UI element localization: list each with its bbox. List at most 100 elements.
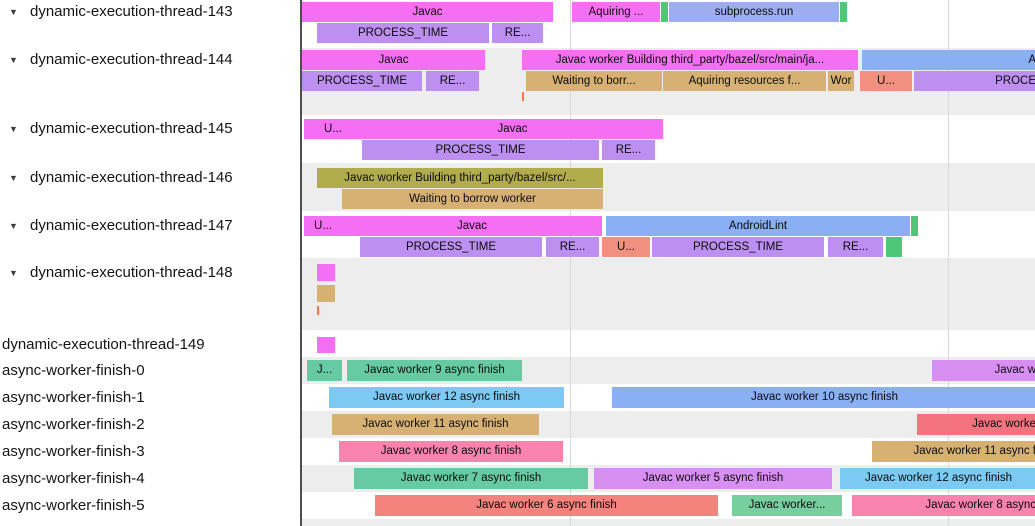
trace-slice[interactable]: Javac bbox=[302, 2, 553, 22]
collapse-arrow-icon[interactable]: ▼ bbox=[9, 173, 18, 183]
gridline bbox=[948, 0, 949, 526]
collapse-arrow-icon[interactable]: ▼ bbox=[9, 221, 18, 231]
trace-slice[interactable]: Javac worker 11 async finish bbox=[332, 414, 539, 435]
trace-slice-marker[interactable] bbox=[840, 2, 847, 22]
trace-slice[interactable]: Javac bbox=[342, 216, 602, 236]
trace-slice[interactable]: Javac worke bbox=[917, 414, 1035, 435]
track-name-label: dynamic-execution-thread-146 bbox=[30, 169, 233, 186]
trace-slice[interactable]: A bbox=[862, 50, 1035, 70]
trace-slice[interactable]: Waiting to borrow worker bbox=[342, 189, 603, 209]
trace-slice[interactable]: subprocess.run bbox=[669, 2, 839, 22]
trace-slice[interactable]: Javac worker Building third_party/bazel/… bbox=[317, 168, 603, 188]
trace-slice[interactable]: Aquiring resources f... bbox=[663, 71, 826, 91]
track-name-label: dynamic-execution-thread-145 bbox=[30, 120, 233, 137]
track-lane: Javac Aquiring ... subprocess.run PROCESS_T… bbox=[302, 0, 1035, 48]
trace-slice[interactable]: Javac w bbox=[932, 360, 1035, 381]
trace-slice[interactable]: PROCESS_TIME bbox=[360, 237, 542, 257]
sidebar-track-row[interactable]: async-worker-finish-5 bbox=[0, 492, 300, 519]
trace-slice[interactable]: RE... bbox=[492, 23, 543, 43]
trace-slice[interactable]: RE... bbox=[828, 237, 883, 257]
track-name-label: async-worker-finish-2 bbox=[2, 415, 145, 433]
trace-slice[interactable]: Javac worker 5 async finish bbox=[594, 468, 832, 489]
track-lane: Javac worker 12 async finish Javac worker… bbox=[302, 384, 1035, 411]
track-name-label: async-worker-finish-1 bbox=[2, 388, 145, 406]
track-label-sidebar: ▼ dynamic-execution-thread-143 ▼ dynamic-ex… bbox=[0, 0, 300, 526]
collapse-arrow-icon[interactable]: ▼ bbox=[9, 7, 18, 17]
track-lane: Javac Javac worker Building third_party/b… bbox=[302, 48, 1035, 115]
track-lane: U... Javac AndroidLint PROCESS_TIME RE... U..… bbox=[302, 211, 1035, 258]
track-lane: Javac worker 11 async finish Javac worke bbox=[302, 411, 1035, 438]
trace-slice[interactable]: Aquiring ... bbox=[572, 2, 660, 22]
trace-slice-marker[interactable] bbox=[661, 2, 668, 22]
sidebar-track-row[interactable]: dynamic-execution-thread-149 bbox=[0, 330, 300, 357]
track-lane: Javac worker 6 async finish Javac worker.… bbox=[302, 492, 1035, 519]
track-name-label: async-worker-finish-3 bbox=[2, 442, 145, 460]
trace-slice[interactable]: RE... bbox=[546, 237, 599, 257]
sidebar-track-row[interactable]: async-worker-finish-0 bbox=[0, 357, 300, 384]
track-lane bbox=[302, 330, 1035, 357]
sidebar-track-row[interactable]: ▼ dynamic-execution-thread-143 bbox=[0, 0, 300, 48]
trace-slice[interactable]: PROCESS_TIME bbox=[362, 140, 599, 160]
trace-slice[interactable]: U... bbox=[602, 237, 650, 257]
trace-slice[interactable]: PROCESS_TIME bbox=[302, 71, 422, 91]
sidebar-track-row[interactable]: async-worker-finish-1 bbox=[0, 384, 300, 411]
trace-slice[interactable]: Javac worker 6 async finish bbox=[375, 495, 718, 516]
sidebar-track-row bbox=[0, 519, 300, 526]
trace-slice[interactable]: Javac worker... bbox=[732, 495, 842, 516]
sidebar-track-row[interactable]: ▼ dynamic-execution-thread-147 bbox=[0, 211, 300, 258]
track-name-label: dynamic-execution-thread-143 bbox=[30, 3, 233, 20]
trace-slice[interactable]: Javac worker 11 async f bbox=[872, 441, 1035, 462]
trace-slice[interactable]: J... bbox=[307, 360, 342, 381]
track-lane bbox=[302, 519, 1035, 526]
trace-slice[interactable]: Javac worker 12 async finish bbox=[329, 387, 564, 408]
track-name-label: async-worker-finish-4 bbox=[2, 469, 145, 487]
track-lane: Javac worker 8 async finish Javac worker … bbox=[302, 438, 1035, 465]
trace-slice[interactable]: AndroidLint bbox=[606, 216, 910, 236]
trace-slice[interactable]: RE... bbox=[602, 140, 655, 160]
collapse-arrow-icon[interactable]: ▼ bbox=[9, 124, 18, 134]
track-name-label: dynamic-execution-thread-148 bbox=[30, 263, 233, 281]
trace-slice[interactable]: Javac worker 10 async finish bbox=[612, 387, 1035, 408]
trace-slice[interactable]: PROCE bbox=[914, 71, 1035, 91]
timeline-area[interactable]: Javac Aquiring ... subprocess.run PROCESS_T… bbox=[300, 0, 1035, 526]
trace-slice-marker[interactable] bbox=[317, 285, 335, 302]
sidebar-track-row[interactable]: ▼ dynamic-execution-thread-144 bbox=[0, 48, 300, 115]
sidebar-track-row[interactable]: async-worker-finish-2 bbox=[0, 411, 300, 438]
trace-slice[interactable]: Javac worker 8 async finish bbox=[339, 441, 563, 462]
trace-slice-marker[interactable] bbox=[317, 337, 335, 353]
trace-slice[interactable]: U... bbox=[304, 216, 342, 236]
trace-slice[interactable]: Javac worker 9 async finish bbox=[347, 360, 522, 381]
collapse-arrow-icon[interactable]: ▼ bbox=[9, 267, 18, 278]
track-lane: J... Javac worker 9 async finish Javac w bbox=[302, 357, 1035, 384]
track-lane: Javac worker Building third_party/bazel/… bbox=[302, 163, 1035, 211]
track-lane: Javac worker 7 async finish Javac worker … bbox=[302, 465, 1035, 492]
event-tick-marker bbox=[317, 306, 319, 315]
trace-slice[interactable]: Javac worker 12 async finish bbox=[840, 468, 1035, 489]
trace-slice[interactable]: PROCESS_TIME bbox=[652, 237, 824, 257]
trace-slice[interactable]: Javac worker Building third_party/bazel/… bbox=[522, 50, 858, 70]
trace-slice[interactable]: Javac worker 7 async finish bbox=[354, 468, 588, 489]
trace-slice[interactable]: Wor bbox=[828, 71, 854, 91]
sidebar-track-row[interactable]: ▼ dynamic-execution-thread-148 bbox=[0, 258, 300, 330]
trace-slice[interactable]: PROCESS_TIME bbox=[317, 23, 489, 43]
gridline bbox=[570, 0, 571, 526]
trace-slice-marker[interactable] bbox=[886, 237, 902, 257]
trace-slice[interactable]: Waiting to borr... bbox=[526, 71, 662, 91]
trace-slice-marker[interactable] bbox=[317, 264, 335, 281]
sidebar-track-row[interactable]: ▼ dynamic-execution-thread-146 bbox=[0, 163, 300, 211]
trace-slice[interactable]: Javac bbox=[362, 119, 663, 139]
track-name-label: async-worker-finish-0 bbox=[2, 361, 145, 379]
collapse-arrow-icon[interactable]: ▼ bbox=[9, 55, 18, 65]
sidebar-track-row[interactable]: async-worker-finish-3 bbox=[0, 438, 300, 465]
trace-slice[interactable]: RE... bbox=[426, 71, 479, 91]
sidebar-track-row[interactable]: async-worker-finish-4 bbox=[0, 465, 300, 492]
trace-slice[interactable]: Javac bbox=[302, 50, 485, 70]
trace-slice-marker[interactable] bbox=[911, 216, 918, 236]
trace-slice[interactable]: U... bbox=[860, 71, 912, 91]
trace-slice[interactable]: U... bbox=[304, 119, 362, 139]
trace-slice[interactable]: Javac worker 8 async bbox=[852, 495, 1035, 516]
track-name-label: dynamic-execution-thread-144 bbox=[30, 51, 233, 68]
track-lane bbox=[302, 258, 1035, 330]
sidebar-track-row[interactable]: ▼ dynamic-execution-thread-145 bbox=[0, 115, 300, 163]
